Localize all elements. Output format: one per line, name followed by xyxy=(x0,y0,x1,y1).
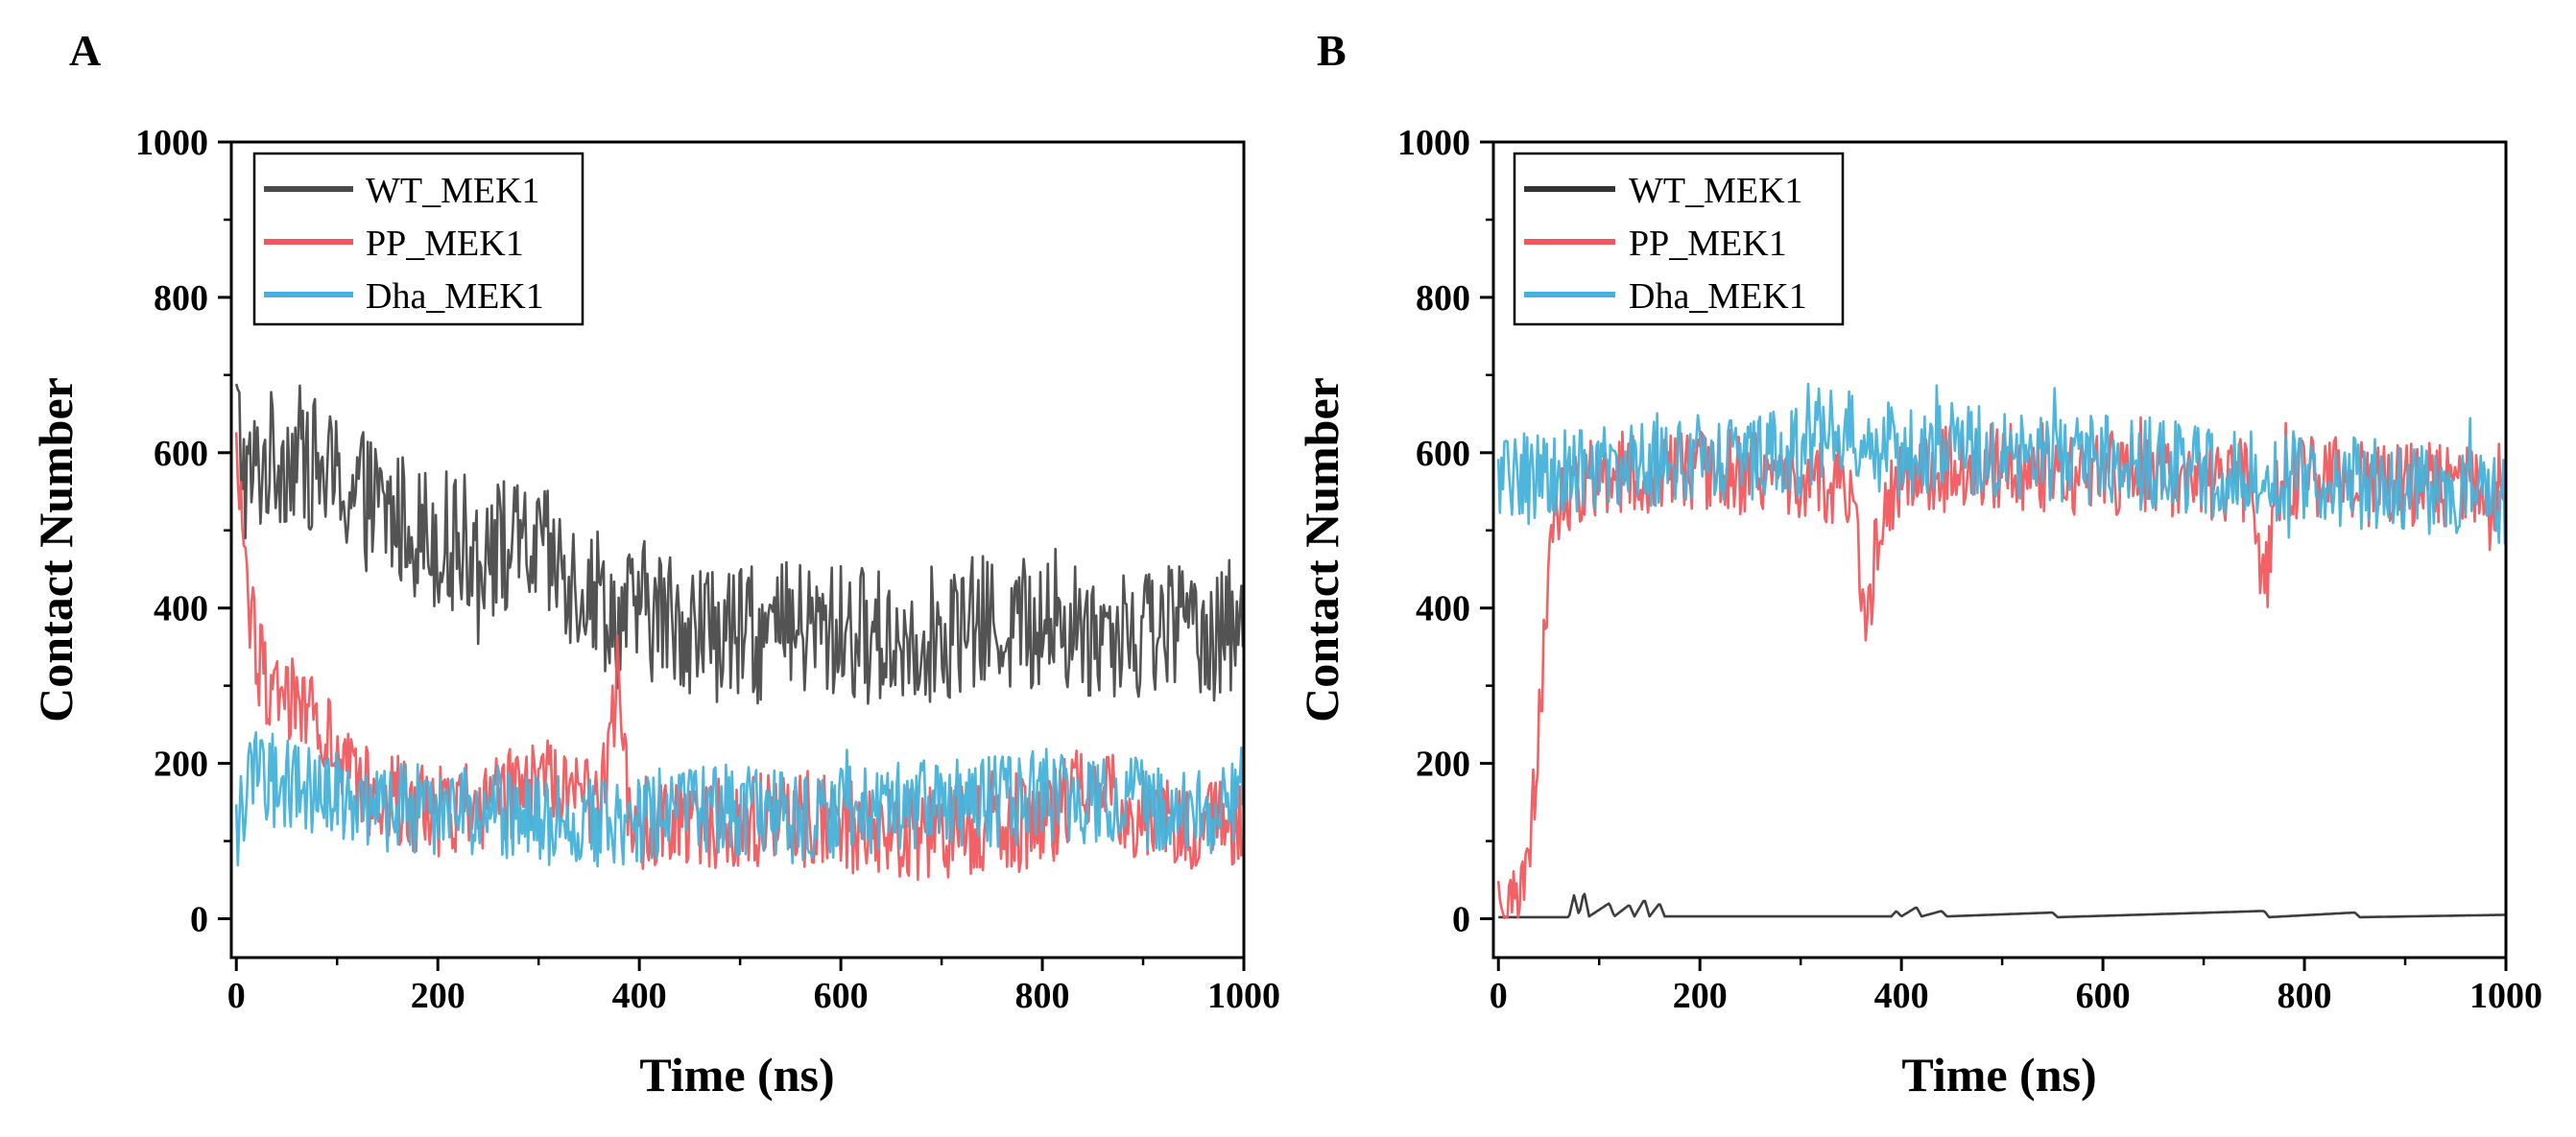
plot-frame xyxy=(1491,140,2508,959)
y-tick-label: 400 xyxy=(154,589,208,629)
series-line-dha-mek1 xyxy=(1496,382,2507,545)
y-tick-label: 800 xyxy=(154,278,208,319)
series-layer xyxy=(234,383,1245,882)
panel-label-b: B xyxy=(1317,26,1347,75)
y-tick-label: 400 xyxy=(1416,589,1470,629)
x-tick-label: 1000 xyxy=(1207,976,1280,1016)
x-tick-label: 600 xyxy=(2076,976,2131,1016)
series-line-pp-mek1 xyxy=(1496,415,2506,920)
x-tick-label: 0 xyxy=(227,976,246,1016)
y-tick-label: 600 xyxy=(1416,434,1470,474)
y-tick-label: 1000 xyxy=(1397,123,1470,163)
x-tick-label: 200 xyxy=(411,976,465,1016)
legend: WT_MEK1 PP_MEK1 Dha_MEK1 xyxy=(1513,152,1845,326)
x-tick-label: 400 xyxy=(1874,976,1929,1016)
y-tick-label: 1000 xyxy=(135,123,208,163)
series-line-wt-mek1 xyxy=(1498,892,2505,919)
y-axis-title: Contact Number xyxy=(29,377,83,722)
y-tick-label: 200 xyxy=(1416,745,1470,785)
x-tick-label: 600 xyxy=(814,976,869,1016)
legend-label-wt: WT_MEK1 xyxy=(366,171,540,211)
x-tick-label: 0 xyxy=(1490,976,1508,1016)
x-tick-label: 400 xyxy=(612,976,667,1016)
legend: WT_MEK1 PP_MEK1 Dha_MEK1 xyxy=(252,152,584,326)
x-axis-title: Time (ns) xyxy=(639,1048,834,1101)
y-tick-label: 0 xyxy=(190,900,208,940)
x-tick-label: 200 xyxy=(1673,976,1728,1016)
legend-label-pp: PP_MEK1 xyxy=(1629,224,1787,264)
legend-label-wt: WT_MEK1 xyxy=(1629,171,1803,211)
y-tick-label: 0 xyxy=(1452,900,1470,940)
x-tick-label: 800 xyxy=(2278,976,2332,1016)
panel-a: A 0 200 400 600 800 1000 0 200 400 600 800 1000 Tim… xyxy=(29,26,1280,1101)
legend-label-pp: PP_MEK1 xyxy=(366,224,524,264)
legend-label-dha: Dha_MEK1 xyxy=(1629,276,1807,317)
y-axis-title: Contact Number xyxy=(1295,377,1348,722)
y-tick-label: 200 xyxy=(154,745,208,785)
x-tick-label: 800 xyxy=(1015,976,1070,1016)
axis-ticks: 0 200 400 600 800 1000 0 200 400 600 800 1000 xyxy=(1397,123,2542,1016)
series-line-wt-mek1 xyxy=(234,383,1245,705)
plot-frame xyxy=(229,140,1246,959)
y-tick-label: 600 xyxy=(154,434,208,474)
series-layer xyxy=(1496,382,2507,920)
panel-label-a: A xyxy=(69,26,101,75)
x-tick-label: 1000 xyxy=(2469,976,2542,1016)
y-tick-label: 800 xyxy=(1416,278,1470,319)
axis-ticks: 0 200 400 600 800 1000 0 200 400 600 800 1000 xyxy=(135,123,1280,1016)
panel-b: B 0 200 400 600 800 1000 0 200 400 600 800 1000 Tim… xyxy=(1295,26,2542,1101)
legend-label-dha: Dha_MEK1 xyxy=(366,276,544,317)
x-axis-title: Time (ns) xyxy=(1901,1048,2096,1101)
series-line-dha-mek1 xyxy=(234,730,1245,868)
